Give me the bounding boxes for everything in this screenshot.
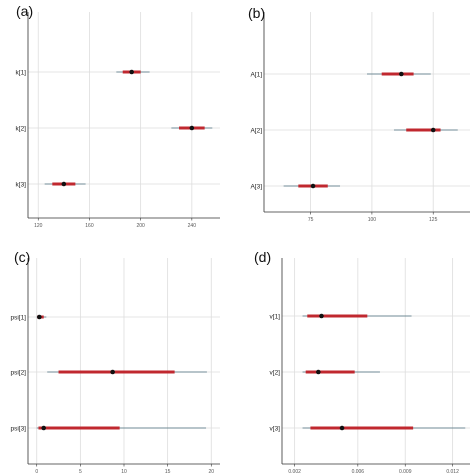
x-tick-label: 125 [429, 217, 438, 223]
x-tick-label: 120 [34, 223, 43, 229]
median-point [37, 314, 42, 320]
parameter-label: v[1] [270, 313, 281, 320]
panel-label: (b) [248, 5, 265, 21]
median-point [61, 181, 67, 187]
median-point [110, 369, 115, 375]
panel-a: 120 160 200 240 k[1] k[2] k[3] (a) [16, 3, 220, 229]
median-point [430, 127, 436, 133]
x-tick-label: 75 [308, 217, 314, 223]
panel-d: 0.002 0.006 0.009 0.012 v[1] v[2] v[3] (d) [254, 249, 470, 474]
parameter-label: A[1] [250, 71, 262, 78]
parameter-label: A[2] [250, 127, 262, 134]
x-tick-label: 15 [165, 469, 171, 474]
median-point [310, 183, 316, 189]
median-point [41, 425, 47, 431]
panel-label: (c) [14, 249, 30, 265]
panel-label: (a) [16, 3, 33, 19]
parameter-label: psi[1] [10, 314, 26, 321]
x-tick-label: 0.012 [446, 469, 459, 474]
median-point [319, 313, 324, 319]
parameter-label: psi[3] [10, 425, 26, 432]
panel-c: 0 5 10 15 20 psi[1] psi[2] psi[3] (c) [10, 249, 220, 474]
median-point [399, 71, 404, 77]
x-tick-label: 200 [136, 223, 145, 229]
median-point [339, 425, 345, 431]
x-tick-label: 0 [35, 469, 38, 474]
x-tick-label: 0.006 [352, 469, 365, 474]
parameter-label: psi[2] [10, 369, 26, 376]
x-tick-label: 5 [79, 469, 82, 474]
panel-label: (d) [254, 249, 271, 265]
x-tick-label: 100 [368, 217, 377, 223]
x-tick-label: 0.002 [288, 469, 301, 474]
parameter-label: A[3] [250, 183, 262, 190]
x-tick-label: 160 [85, 223, 94, 229]
x-tick-label: 240 [188, 223, 197, 229]
parameter-label: k[1] [16, 69, 27, 76]
parameter-label: k[2] [16, 125, 27, 132]
x-tick-label: 20 [208, 469, 214, 474]
median-point [129, 69, 134, 75]
median-point [316, 369, 321, 375]
parameter-label: k[3] [16, 181, 27, 188]
median-point [189, 125, 195, 131]
x-tick-label: 0.009 [399, 469, 412, 474]
parameter-label: v[2] [270, 369, 281, 376]
x-tick-label: 10 [121, 469, 127, 474]
parameter-label: v[3] [270, 425, 281, 432]
panel-b: 75 100 125 A[1] A[2] A[3] (b) [248, 5, 470, 223]
